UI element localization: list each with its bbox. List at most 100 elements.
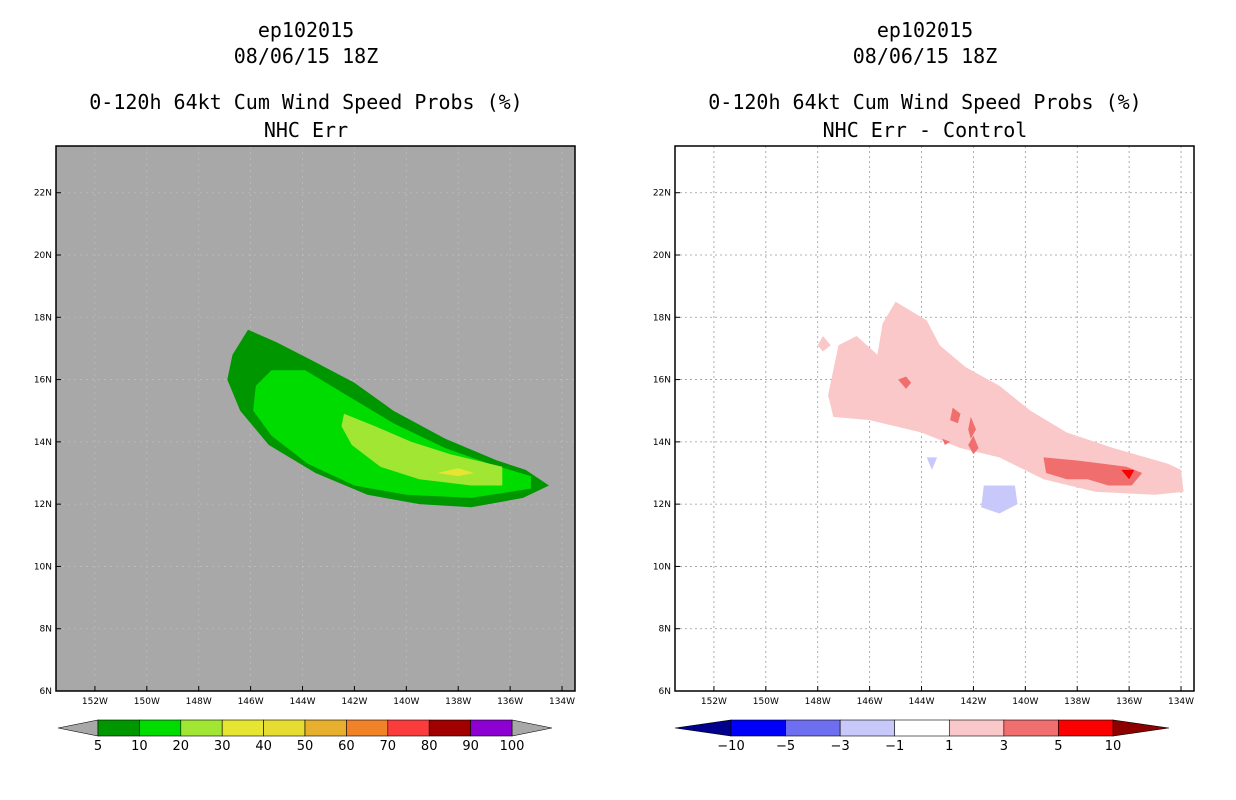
colorbar-label: 50 [297, 739, 314, 754]
colorbar-label: −5 [776, 739, 795, 754]
colorbar-low-arrow [57, 719, 99, 737]
x-tick-label: 136W [497, 697, 523, 707]
colorbar-label: 3 [1000, 739, 1008, 754]
x-tick-label: 140W [393, 697, 419, 707]
x-tick-label: 150W [134, 697, 160, 707]
colorbar-segment [221, 719, 264, 737]
colorbar-segment [470, 719, 513, 737]
y-tick-label: 12N [653, 500, 671, 510]
x-tick-label: 146W [857, 697, 883, 707]
colorbar-segment [387, 719, 430, 737]
colorbar-segment [346, 719, 389, 737]
y-tick-label: 14N [653, 438, 671, 448]
y-tick-label: 8N [659, 625, 671, 635]
colorbar-label: 20 [173, 739, 190, 754]
x-tick-label: 134W [1168, 697, 1194, 707]
colorbar-segment [1003, 719, 1059, 737]
left-datetime: 08/06/15 18Z [233, 44, 379, 68]
x-tick-label: 142W [341, 697, 367, 707]
contour-3-region [1043, 457, 1143, 486]
left-map-panel: 152W 150W 148W 146W 144W 142W 140W 138W 136W 134W… [34, 145, 576, 707]
colorbar-segment [1058, 719, 1114, 737]
colorbar-segment [948, 719, 1005, 737]
colorbar-label: −10 [717, 739, 744, 754]
y-tick-label: 10N [653, 562, 671, 572]
colorbar-label: 5 [1054, 739, 1062, 754]
y-tick-label: 8N [40, 625, 52, 635]
y-tick-label: 6N [659, 687, 671, 697]
x-tick-label: 152W [82, 697, 108, 707]
y-tick-label: 14N [34, 438, 52, 448]
colorbar-label: 10 [131, 739, 148, 754]
y-tick-label: 16N [34, 376, 52, 386]
map-frame [55, 145, 576, 692]
y-tick-label: 16N [653, 376, 671, 386]
contour-neg1-region [981, 485, 1018, 514]
x-tick-label: 134W [549, 697, 575, 707]
x-tick-label: 136W [1116, 697, 1142, 707]
x-tick-label: 142W [960, 697, 986, 707]
right-storm-id: ep102015 [876, 18, 974, 42]
colorbar-label: 70 [380, 739, 397, 754]
contour-1-region [828, 301, 1184, 495]
colorbar-segment [304, 719, 347, 737]
colorbar-segment [263, 719, 306, 737]
contour-3-region [968, 435, 979, 455]
x-tick-label: 140W [1012, 697, 1038, 707]
y-tick-label: 20N [653, 251, 671, 261]
contour-5-region [1121, 469, 1135, 480]
x-tick-label: 152W [701, 697, 727, 707]
contour-30-region [437, 468, 474, 477]
y-tick-label: 12N [34, 500, 52, 510]
colorbar-high-arrow [1112, 719, 1170, 737]
y-tick-label: 22N [653, 189, 671, 199]
right-chart-title: 0-120h 64kt Cum Wind Speed Probs (%) [708, 90, 1142, 114]
y-tick-label: 22N [34, 189, 52, 199]
x-tick-label: 146W [238, 697, 264, 707]
y-tick-label: 6N [40, 687, 52, 697]
colorbar-label: −1 [885, 739, 904, 754]
left-colorbar: 5 10 20 30 40 50 60 70 80 90 100 [57, 719, 553, 754]
contour-3-region [968, 416, 976, 439]
colorbar-label: 5 [94, 739, 102, 754]
y-tick-label: 18N [653, 313, 671, 323]
y-tick-label: 20N [34, 251, 52, 261]
contour-3-region [898, 376, 912, 389]
contour-20-region [341, 413, 503, 486]
x-tick-label: 148W [186, 697, 212, 707]
colorbar-label: 60 [338, 739, 355, 754]
colorbar-label: 90 [462, 739, 479, 754]
colorbar-segment [139, 719, 182, 737]
x-tick-label: 138W [1064, 697, 1090, 707]
x-tick-label: 138W [445, 697, 471, 707]
contour-1-region [817, 336, 831, 352]
x-tick-label: 148W [805, 697, 831, 707]
right-colorbar: −10 −5 −3 −1 1 3 5 10 [674, 719, 1170, 754]
contour-3-region [950, 407, 961, 424]
x-tick-label: 144W [289, 697, 315, 707]
right-map-panel: 152W 150W 148W 146W 144W 142W 140W 138W 136W 134W… [653, 145, 1195, 707]
contour-neg1-region [926, 457, 938, 470]
colorbar-segment [97, 719, 140, 737]
x-tick-label: 144W [908, 697, 934, 707]
contour-3-region [942, 438, 951, 445]
colorbar-segment [428, 719, 471, 737]
colorbar-label: 100 [500, 739, 525, 754]
map-frame [674, 145, 1195, 692]
y-tick-label: 10N [34, 562, 52, 572]
colorbar-segment [839, 719, 896, 737]
colorbar-high-arrow [511, 719, 553, 737]
colorbar-segment [180, 719, 223, 737]
colorbar-label: −3 [831, 739, 850, 754]
colorbar-segment [894, 719, 950, 737]
colorbar-segment [730, 719, 786, 737]
colorbar-label: 30 [214, 739, 231, 754]
y-tick-label: 18N [34, 313, 52, 323]
left-storm-id: ep102015 [257, 18, 355, 42]
colorbar-label: 10 [1105, 739, 1122, 754]
right-datetime: 08/06/15 18Z [852, 44, 998, 68]
x-tick-label: 150W [753, 697, 779, 707]
colorbar-label: 40 [255, 739, 272, 754]
colorbar-low-arrow [674, 719, 732, 737]
